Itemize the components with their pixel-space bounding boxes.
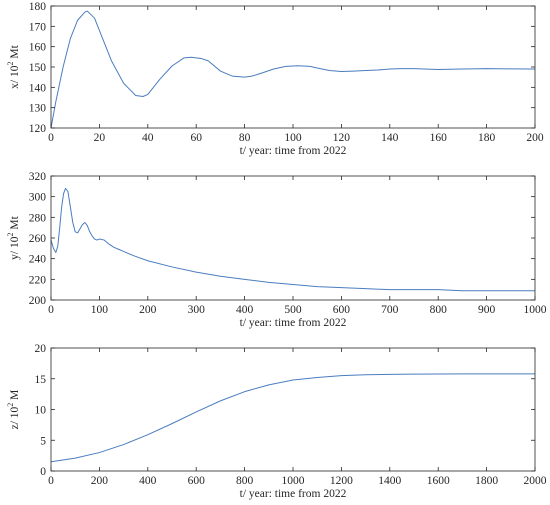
z-panel-x-tick-label: 600 xyxy=(188,475,206,487)
y-panel-y-tick-label: 300 xyxy=(29,192,47,204)
y-panel: 0 100 200 300 400 500 600 700 800 900 1000 200 220 24… xyxy=(6,171,547,329)
y-panel-x-tick-label: 700 xyxy=(381,304,399,316)
z-panel-y-axis-label: z/ 102 M xyxy=(6,390,21,430)
z-panel-y-tick-label: 10 xyxy=(35,405,47,417)
z-panel-y-tick-label: 15 xyxy=(35,374,47,386)
z-panel-x-tick-label: 1200 xyxy=(330,475,353,487)
z-panel-x-tick-label: 800 xyxy=(236,475,254,487)
x-panel-y-tick-label: 140 xyxy=(29,82,47,94)
x-panel-y-tick-label: 120 xyxy=(29,123,47,135)
y-panel-x-tick-label: 100 xyxy=(91,304,109,316)
x-panel-y-tick-label: 160 xyxy=(29,42,47,54)
z-panel-x-tick-label: 1000 xyxy=(282,475,305,487)
z-panel-series-line xyxy=(50,373,535,463)
z-panel-x-tick-label: 2000 xyxy=(524,475,547,487)
x-panel-y-axis-label: x/ 102 Mt xyxy=(6,44,21,88)
x-panel-x-tick-label: 180 xyxy=(478,132,496,144)
y-panel-x-tick-label: 500 xyxy=(284,304,302,316)
y-panel-x-axis-label: t/ year: time from 2022 xyxy=(240,317,347,329)
y-panel-x-tick-label: 1000 xyxy=(524,304,547,316)
y-panel-x-tick-label: 800 xyxy=(430,304,448,316)
y-panel-y-axis-label: y/ 102 Mt xyxy=(6,215,21,259)
x-panel-x-tick-label: 40 xyxy=(142,132,154,144)
x-panel-y-tick-label: 150 xyxy=(29,62,47,74)
x-panel-x-tick-label: 160 xyxy=(430,132,448,144)
z-panel-y-tick-label: 5 xyxy=(40,435,46,447)
y-panel-y-tick-label: 320 xyxy=(29,171,47,183)
y-panel-y-tick-label: 240 xyxy=(29,254,47,266)
x-panel: 0 20 40 60 80 100 120 140 160 180 200 120 130 140 150 1… xyxy=(6,1,544,157)
y-panel-x-tick-label: 400 xyxy=(236,304,254,316)
x-panel-series-line xyxy=(50,10,536,129)
y-panel-axes-frame xyxy=(50,175,536,301)
y-panel-x-tick-label: 0 xyxy=(48,304,54,316)
z-panel-y-tick-label: 20 xyxy=(35,343,47,355)
x-panel-x-tick-label: 80 xyxy=(239,132,251,144)
x-panel-x-tick-label: 0 xyxy=(48,132,54,144)
x-panel-x-axis-label: t/ year: time from 2022 xyxy=(240,145,347,157)
x-panel-x-tick-label: 20 xyxy=(94,132,106,144)
z-panel-x-tick-label: 1400 xyxy=(378,475,401,487)
y-panel-x-tick-label: 900 xyxy=(478,304,496,316)
y-panel-x-tick-label: 200 xyxy=(139,304,157,316)
z-panel-x-axis-label: t/ year: time from 2022 xyxy=(240,488,347,500)
x-panel-x-tick-label: 60 xyxy=(190,132,202,144)
x-panel-axes-frame xyxy=(50,5,536,129)
x-panel-y-tick-label: 130 xyxy=(29,103,47,115)
x-panel-x-tick-label: 120 xyxy=(333,132,351,144)
x-panel-x-tick-label: 200 xyxy=(526,132,544,144)
y-panel-y-tick-label: 260 xyxy=(29,233,47,245)
y-panel-x-tick-label: 300 xyxy=(188,304,206,316)
x-panel-x-tick-label: 100 xyxy=(284,132,302,144)
z-panel-axes-frame xyxy=(50,347,536,472)
z-panel-x-tick-label: 400 xyxy=(139,475,157,487)
y-panel-series-line xyxy=(50,187,535,292)
y-panel-y-tick-label: 280 xyxy=(29,212,47,224)
y-panel-y-tick-label: 220 xyxy=(29,274,47,286)
z-panel-x-tick-label: 200 xyxy=(91,475,109,487)
y-panel-x-tick-label: 600 xyxy=(333,304,351,316)
x-panel-x-tick-label: 140 xyxy=(381,132,399,144)
z-panel-x-tick-label: 1600 xyxy=(427,475,450,487)
z-panel-y-tick-label: 0 xyxy=(40,466,46,478)
x-panel-y-tick-label: 170 xyxy=(29,21,47,33)
x-panel-y-tick-label: 180 xyxy=(29,1,47,13)
z-panel-x-tick-label: 0 xyxy=(48,475,54,487)
z-panel: 0 200 400 600 800 1000 1200 1400 1600 1800 2000 0 5 1… xyxy=(6,343,547,500)
z-panel-x-tick-label: 1800 xyxy=(475,475,498,487)
y-panel-y-tick-label: 200 xyxy=(29,295,47,307)
